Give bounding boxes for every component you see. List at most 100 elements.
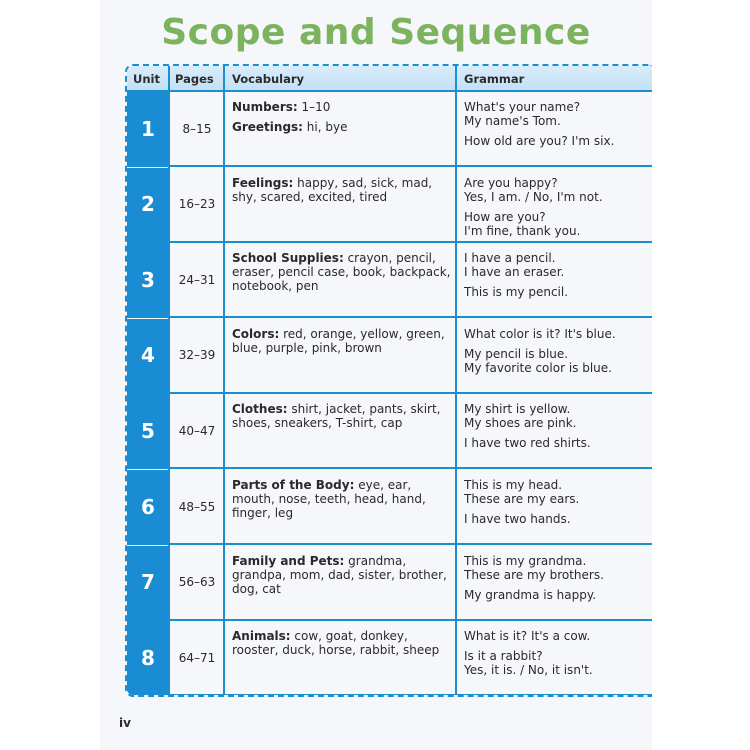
unit-number: 7 xyxy=(127,545,169,619)
grammar-group: How old are you? I'm six. xyxy=(464,134,652,148)
grammar-cell: What is it? It's a cow. Is it a rabbit? Ye… xyxy=(464,629,652,683)
grammar-cell: Are you happy? Yes, I am. / No, I'm not. H… xyxy=(464,176,652,244)
pages-range: 40–47 xyxy=(178,423,216,438)
grammar-cell: This is my grandma. These are my brothers… xyxy=(464,554,652,608)
grammar-line: I have a pencil. xyxy=(464,251,556,266)
unit-number: 5 xyxy=(127,394,169,468)
grammar-line: These are my ears. xyxy=(464,492,580,506)
grammar-line: I have an eraser. xyxy=(464,265,565,280)
page-title: Scope and Sequence xyxy=(161,12,591,53)
vocab-entry: Clothes: shirt, jacket, pants, skirt, sh… xyxy=(232,402,457,430)
unit-number: 4 xyxy=(127,318,169,392)
unit-number: 1 xyxy=(127,92,169,165)
vocab-label: Greetings: xyxy=(232,120,303,134)
grammar-line: This is my pencil. xyxy=(464,285,569,300)
vocab-label: Animals: xyxy=(232,629,291,644)
grammar-line: This is my head. xyxy=(464,478,563,492)
page-number: iv xyxy=(119,716,131,730)
header-unit: Unit xyxy=(133,72,160,86)
table-row: 5 40–47 Clothes: shirt, jacket, pants, ski… xyxy=(127,394,652,470)
unit-number: 2 xyxy=(127,167,169,241)
grammar-line: My name's Tom. xyxy=(464,114,561,128)
grammar-group: What color is it? It's blue. xyxy=(464,327,652,341)
unit-number: 8 xyxy=(127,621,169,695)
page xyxy=(100,0,652,750)
vocabulary-cell: Family and Pets: grandma, grandpa, mom, … xyxy=(232,554,457,602)
vocabulary-cell: Numbers: 1–10 Greetings: hi, bye xyxy=(232,100,457,140)
vocab-words: cow, goat, donkey, rooster, duck, horse,… xyxy=(232,629,440,658)
vocab-label: Colors: xyxy=(232,326,280,341)
grammar-group: My shirt is yellow. My shoes are pink. xyxy=(464,402,652,430)
table-row: 8 64–71 Animals: cow, goat, donkey, rooste… xyxy=(127,621,652,695)
vocab-words: hi, bye xyxy=(302,120,348,134)
grammar-cell: What color is it? It's blue. My pencil is… xyxy=(464,327,652,381)
grammar-line: Yes, it is. / No, it isn't. xyxy=(464,663,593,678)
vocab-entry: Colors: red, orange, yellow, green, blue… xyxy=(232,327,457,355)
vocab-entry: Feelings: happy, sad, sick, mad, shy, sc… xyxy=(232,176,457,204)
header-grammar: Grammar xyxy=(464,72,525,86)
grammar-group: My grandma is happy. xyxy=(464,588,652,602)
header-pages: Pages xyxy=(175,72,214,86)
pages-range: 32–39 xyxy=(178,348,216,363)
vocab-entry: Animals: cow, goat, donkey, rooster, duc… xyxy=(232,629,457,657)
pages-range: 24–31 xyxy=(178,272,216,287)
vocabulary-cell: Animals: cow, goat, donkey, rooster, duc… xyxy=(232,629,457,663)
grammar-group: How are you? I'm fine, thank you. xyxy=(464,210,652,238)
grammar-cell: What's your name? My name's Tom. How old a… xyxy=(464,100,652,154)
vocab-words: happy, sad, sick, mad, shy, scared, exci… xyxy=(232,175,433,204)
vocab-label: School Supplies: xyxy=(232,251,344,266)
vocab-words: eye, ear, mouth, nose, teeth, head, hand… xyxy=(232,478,426,520)
unit-number: 6 xyxy=(127,470,169,543)
vocab-label: Parts of the Body: xyxy=(232,478,355,492)
vocabulary-cell: Clothes: shirt, jacket, pants, skirt, sh… xyxy=(232,402,457,436)
vocab-words: crayon, pencil, eraser, pencil case, boo… xyxy=(232,251,451,294)
table-row: 2 16–23 Feelings: happy, sad, sick, mad, s… xyxy=(127,167,652,244)
divider xyxy=(223,66,225,695)
divider xyxy=(168,66,170,695)
header-vocabulary: Vocabulary xyxy=(232,72,305,86)
vocab-label: Family and Pets: xyxy=(232,553,345,568)
vocab-entry: Numbers: 1–10 xyxy=(232,100,457,114)
pages-range: 16–23 xyxy=(178,197,216,212)
vocab-entry: Parts of the Body: eye, ear, mouth, nose… xyxy=(232,478,457,520)
grammar-line: My favorite color is blue. xyxy=(464,360,612,375)
vocab-label: Numbers: xyxy=(232,100,298,114)
vocab-label: Feelings: xyxy=(232,175,294,190)
grammar-group: My pencil is blue. My favorite color is b… xyxy=(464,347,652,375)
vocab-words: 1–10 xyxy=(297,100,331,114)
vocabulary-cell: Feelings: happy, sad, sick, mad, shy, sc… xyxy=(232,176,457,210)
grammar-cell: I have a pencil. I have an eraser. This is… xyxy=(464,251,652,305)
vocabulary-cell: Parts of the Body: eye, ear, mouth, nose… xyxy=(232,478,457,526)
grammar-cell: My shirt is yellow. My shoes are pink. I h… xyxy=(464,402,652,456)
vocab-label: Clothes: xyxy=(232,402,288,417)
table-row: 4 32–39 Colors: red, orange, yellow, green… xyxy=(127,318,652,394)
grammar-group: This is my pencil. xyxy=(464,285,652,299)
grammar-line: How are you? xyxy=(464,209,546,224)
grammar-line: What color is it? It's blue. xyxy=(464,326,616,341)
unit-number: 3 xyxy=(127,243,169,317)
grammar-group: What is it? It's a cow. xyxy=(464,629,652,643)
grammar-line: This is my grandma. xyxy=(464,553,587,568)
vocab-words: shirt, jacket, pants, skirt, shoes, snea… xyxy=(232,402,441,431)
vocab-entry: Greetings: hi, bye xyxy=(232,120,457,134)
grammar-line: My pencil is blue. xyxy=(464,346,569,361)
grammar-line: What is it? It's a cow. xyxy=(464,629,591,644)
grammar-group: What's your name? My name's Tom. xyxy=(464,100,652,128)
grammar-line: My shoes are pink. xyxy=(464,416,577,431)
grammar-line: I have two hands. xyxy=(464,512,571,526)
table-row: 7 56–63 Family and Pets: grandma, grandpa,… xyxy=(127,545,652,621)
grammar-group: Are you happy? Yes, I am. / No, I'm not. xyxy=(464,176,652,204)
grammar-line: Yes, I am. / No, I'm not. xyxy=(464,189,603,204)
table-row: 3 24–31 School Supplies: crayon, pencil, e… xyxy=(127,243,652,319)
grammar-group: Is it a rabbit? Yes, it is. / No, it isn'… xyxy=(464,649,652,677)
grammar-group: I have two hands. xyxy=(464,512,652,526)
grammar-line: These are my brothers. xyxy=(464,567,604,582)
grammar-line: My grandma is happy. xyxy=(464,587,597,602)
pages-range: 48–55 xyxy=(178,499,216,514)
vocab-entry: Family and Pets: grandma, grandpa, mom, … xyxy=(232,554,457,596)
pages-range: 56–63 xyxy=(178,575,216,590)
grammar-group: This is my head. These are my ears. xyxy=(464,478,652,506)
pages-range: 8–15 xyxy=(182,121,212,136)
grammar-group: This is my grandma. These are my brothers… xyxy=(464,554,652,582)
grammar-line: I'm fine, thank you. xyxy=(464,223,581,238)
